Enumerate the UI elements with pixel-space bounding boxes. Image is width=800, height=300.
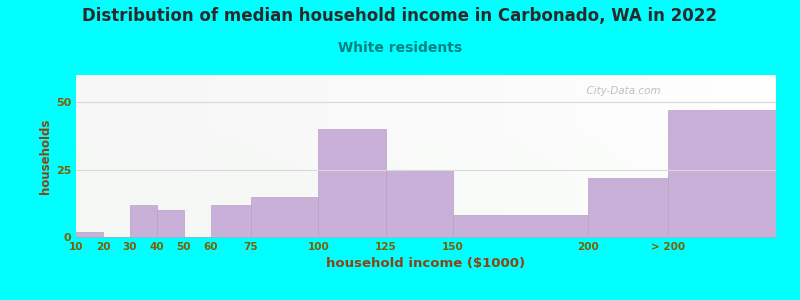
Bar (668, 110, 776, 237)
Text: White residents: White residents (338, 40, 462, 55)
Y-axis label: households: households (38, 118, 51, 194)
Bar (210, 205, 251, 237)
Bar (130, 205, 157, 237)
X-axis label: household income ($1000): household income ($1000) (326, 257, 526, 270)
Bar (157, 210, 184, 237)
Bar (386, 169, 453, 237)
Text: City-Data.com: City-Data.com (580, 86, 661, 96)
Bar (318, 129, 386, 237)
Bar (587, 178, 668, 237)
Bar (453, 215, 587, 237)
Bar (76, 232, 103, 237)
Bar (251, 196, 318, 237)
Text: Distribution of median household income in Carbonado, WA in 2022: Distribution of median household income … (82, 8, 718, 26)
